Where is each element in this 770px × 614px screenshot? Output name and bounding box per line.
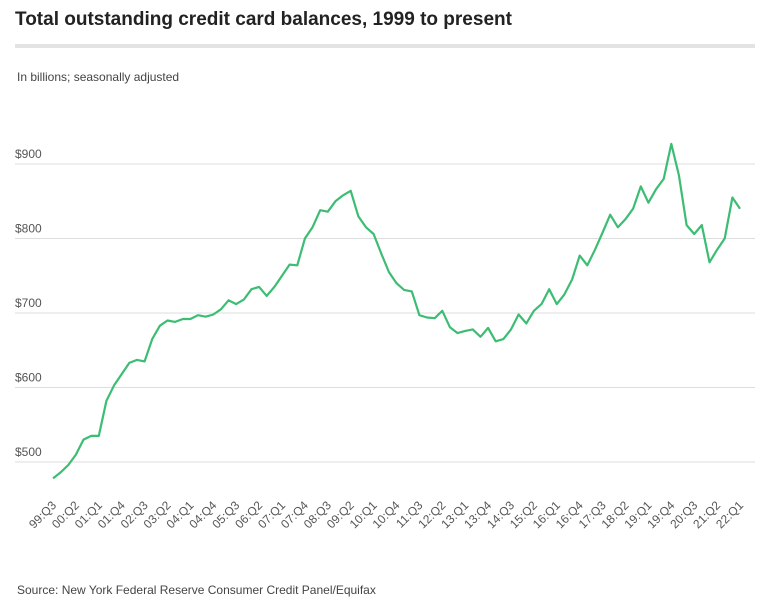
y-tick-label: $600 (15, 371, 42, 385)
y-tick-label: $800 (15, 222, 42, 236)
title-rule (15, 44, 755, 48)
subtitle: In billions; seasonally adjusted (17, 70, 179, 84)
chart-title: Total outstanding credit card balances, … (15, 9, 513, 30)
y-tick-label: $500 (15, 445, 42, 459)
y-tick-label: $900 (15, 147, 42, 161)
source: Source: New York Federal Reserve Consume… (17, 583, 376, 597)
data-line (52, 142, 741, 480)
y-tick-label: $700 (15, 296, 42, 310)
